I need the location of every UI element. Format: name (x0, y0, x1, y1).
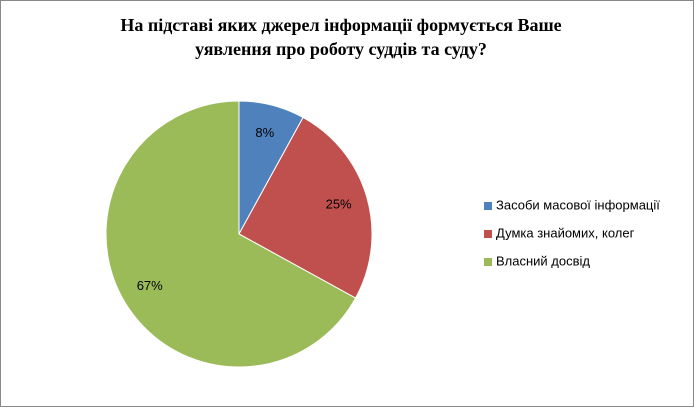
data-label: 67% (137, 278, 163, 293)
data-label: 25% (326, 196, 352, 211)
legend-label: Засоби масової інформації (496, 197, 660, 212)
pie-slice (238, 116, 373, 299)
legend-swatch (484, 202, 492, 210)
legend-swatch (484, 258, 492, 266)
pie-slice (105, 100, 357, 368)
chart-title: На підставі яких джерел інформації форму… (120, 15, 562, 59)
legend-label: Власний досвід (496, 253, 590, 268)
legend-swatch (484, 230, 492, 238)
legend-label: Думка знайомих, колег (496, 225, 635, 240)
data-label: 8% (255, 125, 274, 140)
